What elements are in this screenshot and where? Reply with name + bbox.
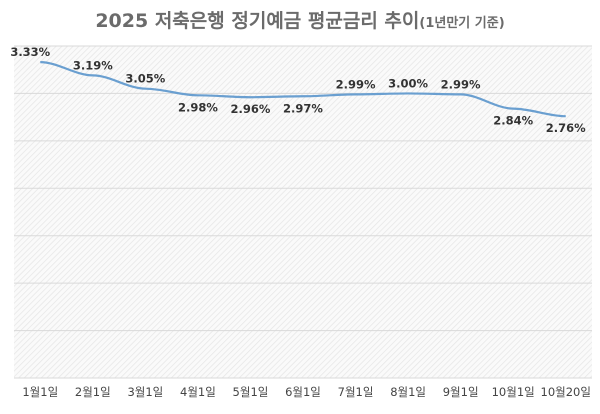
x-tick-label: 6월1일 bbox=[285, 385, 321, 399]
data-label: 3.33% bbox=[10, 45, 50, 59]
data-label: 2.99% bbox=[336, 77, 376, 91]
data-label: 2.99% bbox=[441, 77, 481, 91]
subtitle-text: (1년만기 기준) bbox=[419, 16, 505, 31]
data-label: 3.19% bbox=[73, 58, 113, 72]
data-label: 2.84% bbox=[493, 114, 533, 128]
plot-area bbox=[14, 46, 592, 378]
x-tick-label: 8월1일 bbox=[390, 385, 426, 399]
data-label: 2.98% bbox=[178, 100, 218, 114]
x-tick-label: 3월1일 bbox=[127, 385, 163, 399]
x-tick-label: 10월20일 bbox=[541, 385, 591, 399]
x-tick-label: 2월1일 bbox=[75, 385, 111, 399]
data-label: 2.96% bbox=[231, 102, 271, 116]
data-label: 2.97% bbox=[283, 101, 323, 115]
x-tick-label: 1월1일 bbox=[22, 385, 58, 399]
x-tick-label: 4월1일 bbox=[180, 385, 216, 399]
chart-title: 2025 저축은행 정기예금 평균금리 추이(1년만기 기준) bbox=[0, 6, 600, 33]
data-label: 2.76% bbox=[546, 121, 586, 135]
data-label: 3.00% bbox=[388, 76, 428, 90]
x-tick-label: 5월1일 bbox=[233, 385, 269, 399]
data-label: 3.05% bbox=[125, 72, 165, 86]
x-tick-label: 7월1일 bbox=[338, 385, 374, 399]
x-tick-label: 9월1일 bbox=[443, 385, 479, 399]
x-tick-label: 10월1일 bbox=[492, 385, 535, 399]
title-text: 2025 저축은행 정기예금 평균금리 추이 bbox=[95, 10, 420, 32]
